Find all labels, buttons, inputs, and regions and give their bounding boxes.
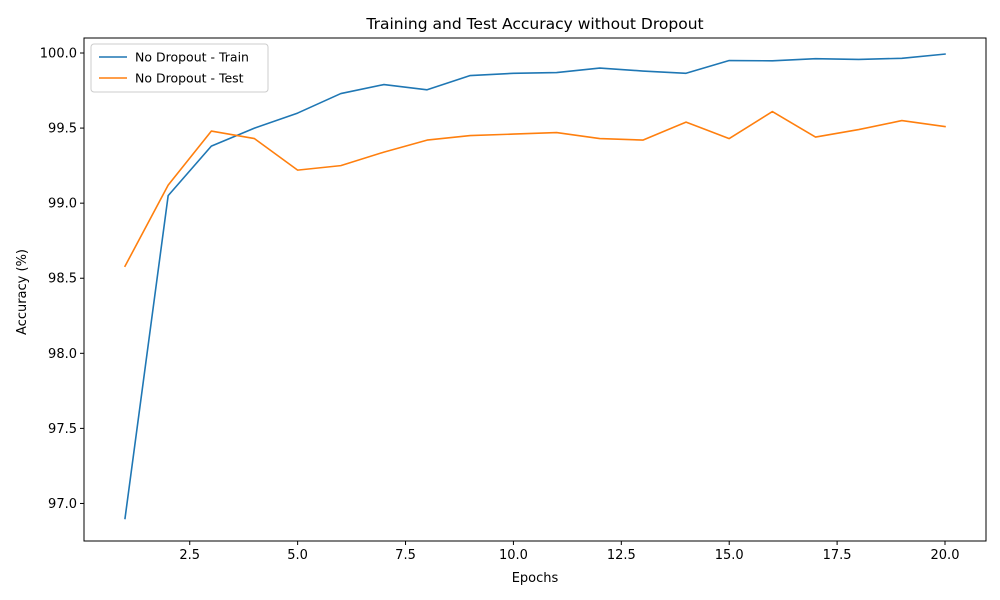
- chart-title: Training and Test Accuracy without Dropo…: [365, 15, 703, 33]
- y-tick-label: 98.0: [48, 347, 77, 362]
- x-tick-label: 17.5: [823, 548, 852, 563]
- x-tick-label: 2.5: [179, 548, 200, 563]
- series-layer: [123, 53, 946, 520]
- plot-frame: [83, 37, 987, 542]
- y-tick-label: 97.5: [48, 422, 77, 437]
- x-tick-label: 20.0: [931, 548, 960, 563]
- y-tick-label: 98.5: [48, 272, 77, 287]
- legend-entry: No Dropout - Train: [135, 50, 249, 65]
- y-tick-label: 97.0: [48, 497, 77, 512]
- x-tick-label: 5.0: [287, 548, 308, 563]
- y-axis: 97.0 97.5 98.0 98.5 99.0 99.5 100.0: [40, 47, 84, 512]
- series-line-train: [124, 53, 946, 520]
- plot-background: [84, 38, 986, 541]
- plot-area: [83, 37, 987, 542]
- legend-box: [90, 43, 269, 93]
- legend: No Dropout - Train No Dropout - Test: [90, 43, 269, 93]
- legend-entry: No Dropout - Test: [135, 71, 244, 86]
- x-tick-label: 12.5: [607, 548, 636, 563]
- x-tick-label: 10.0: [499, 548, 528, 563]
- x-tick-label: 15.0: [715, 548, 744, 563]
- y-tick-label: 99.5: [48, 122, 77, 137]
- series-line-test: [123, 110, 946, 268]
- y-tick-label: 99.0: [48, 197, 77, 212]
- x-axis: 2.5 5.0 7.5 10.0 12.5 15.0 17.5 20.0: [179, 541, 959, 563]
- x-axis-label: Epochs: [512, 571, 559, 586]
- y-axis-label: Accuracy (%): [15, 249, 30, 335]
- x-tick-label: 7.5: [395, 548, 416, 563]
- y-tick-label: 100.0: [40, 47, 77, 62]
